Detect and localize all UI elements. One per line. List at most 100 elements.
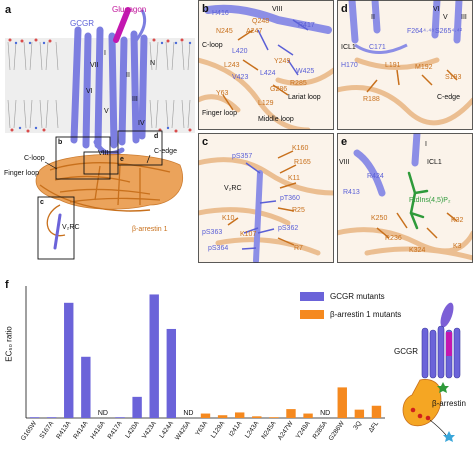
d-s193-label: S193 bbox=[445, 74, 462, 81]
nd-label-W425A: ND bbox=[183, 410, 193, 417]
b-viii-label: VIII bbox=[272, 6, 283, 13]
nd-label-H416A: ND bbox=[98, 410, 108, 417]
c-pt360-label: pT360 bbox=[280, 195, 300, 202]
schematic-gcgr-label: GCGR bbox=[394, 347, 418, 356]
helix-ii-label: II bbox=[126, 72, 130, 79]
glucagon-label: Glucagon bbox=[112, 5, 147, 14]
helix-v-label: V bbox=[104, 108, 109, 115]
panel-c-structure bbox=[198, 133, 334, 263]
b-r417-label: R417 bbox=[298, 22, 315, 29]
bar-R417A bbox=[115, 417, 125, 418]
bar-L243A bbox=[252, 416, 262, 418]
helix-i-label: I bbox=[104, 50, 106, 57]
b-n245-label: N245 bbox=[216, 28, 233, 35]
panel-b-structure bbox=[198, 0, 334, 130]
e-viii-label: VIII bbox=[339, 159, 350, 166]
c-k11-label: K11 bbox=[288, 175, 300, 182]
box-c-label: c bbox=[40, 199, 44, 206]
c-ps363-label: pS363 bbox=[202, 229, 223, 236]
bar-Y249A bbox=[303, 413, 313, 418]
b-middle-loop-label: Middle loop bbox=[258, 116, 294, 123]
panel-d-label: d bbox=[341, 3, 348, 15]
b-y63-label: Y63 bbox=[216, 90, 229, 97]
bar-L420A bbox=[132, 396, 142, 418]
bar-N245A bbox=[269, 417, 279, 418]
legend-arrestin-label: β-arrestin 1 mutants bbox=[330, 310, 402, 319]
d-icl1-label: ICL1 bbox=[341, 44, 356, 51]
x-tick-label-3Q: 3Q bbox=[352, 420, 363, 431]
e-k250-label: K250 bbox=[371, 215, 388, 222]
panel-d-structure bbox=[337, 0, 473, 130]
b-l243-label: L243 bbox=[224, 62, 240, 69]
e-k324-label: K324 bbox=[409, 247, 426, 254]
b-r285-label: R285 bbox=[290, 80, 307, 87]
finger-loop-label: Finger loop bbox=[4, 170, 40, 177]
b-l420-label: L420 bbox=[232, 48, 248, 55]
legend-arrestin-swatch bbox=[300, 310, 324, 319]
b-h416-label: H416 bbox=[212, 10, 229, 17]
panel-d: d VI II V III F264⁴·⁴⁸ S265⁴·⁴² ICL1 C17… bbox=[337, 0, 473, 130]
e-r236-label: R236 bbox=[385, 235, 402, 242]
gcgr-arrestin-schematic bbox=[402, 302, 461, 442]
e-icl1-label: ICL1 bbox=[427, 159, 442, 166]
helix-iii-label: III bbox=[132, 96, 138, 103]
d-c-edge-label: C-edge bbox=[437, 94, 460, 101]
e-r424-label: R424 bbox=[367, 173, 384, 180]
bar-R413A bbox=[64, 302, 74, 418]
vrc-label: V₂RC bbox=[62, 224, 80, 231]
n-term-label: N bbox=[150, 60, 156, 67]
e-ptdins-label: PtdIns(4,5)P₂ bbox=[409, 197, 451, 204]
b-q248-label: Q248 bbox=[252, 18, 270, 25]
helix-vi-label: VI bbox=[86, 88, 93, 95]
helix-vii-label: VII bbox=[90, 62, 99, 69]
panel-a-structure bbox=[5, 7, 195, 260]
box-e-label: e bbox=[120, 156, 124, 163]
c-ps362-label: pS362 bbox=[278, 225, 299, 232]
d-ii-label: II bbox=[371, 14, 375, 21]
panel-e: e VIII I ICL1 R424 R413 PtdIns(4,5)P₂ K2… bbox=[337, 133, 473, 263]
c-k10-label: K10 bbox=[222, 215, 235, 222]
c-ps364-label: pS364 bbox=[208, 245, 229, 252]
d-f264-label: F264⁴·⁴⁸ bbox=[407, 28, 435, 35]
b-w425-label: W425 bbox=[296, 68, 315, 75]
box-b-label: b bbox=[58, 139, 63, 146]
panel-a: a Glucagon GCGR I VII II VI III V IV N V… bbox=[0, 0, 198, 265]
legend-gcgr-swatch bbox=[300, 292, 324, 301]
bar-V423A bbox=[149, 294, 159, 418]
d-s265-label: S265⁴·⁴² bbox=[435, 28, 463, 35]
bar-Y63A bbox=[200, 413, 211, 418]
bar-L129A bbox=[217, 415, 228, 418]
nd-label-R285A: ND bbox=[320, 410, 330, 417]
c-k160-label: K160 bbox=[292, 145, 309, 152]
panel-f-label: f bbox=[5, 279, 9, 291]
bar-G165W bbox=[29, 417, 40, 418]
bar-S167A bbox=[46, 417, 57, 418]
d-v-label: V bbox=[443, 14, 448, 21]
c-edge-label: C-edge bbox=[154, 148, 177, 155]
d-vi-label: VI bbox=[433, 6, 440, 13]
panel-e-label: e bbox=[341, 136, 348, 148]
d-m192-label: M192 bbox=[415, 64, 433, 71]
c-vrc-label: V₂RC bbox=[224, 185, 242, 192]
d-r188-label: R188 bbox=[363, 96, 380, 103]
bar-ΔFL bbox=[371, 405, 382, 418]
gcgr-label: GCGR bbox=[70, 19, 94, 28]
b-l424-label: L424 bbox=[260, 70, 276, 77]
b-c-loop-label: C-loop bbox=[202, 42, 223, 49]
d-c171-label: C171 bbox=[369, 44, 386, 51]
bar-L424A bbox=[166, 328, 177, 418]
d-l191-label: L191 bbox=[385, 62, 401, 69]
b-a247-label: A247 bbox=[246, 28, 263, 35]
panel-b: b VIII H416 Q248 R417 N245 A247 C-loop L… bbox=[198, 0, 334, 130]
c-r7-label: R7 bbox=[294, 245, 303, 252]
b-g286-label: G286 bbox=[270, 86, 288, 93]
bar-I241A bbox=[234, 412, 245, 418]
d-h170-label: H170 bbox=[341, 62, 358, 69]
c-r25-label: R25 bbox=[292, 207, 305, 214]
panel-b-label: b bbox=[202, 3, 209, 15]
c-ps357-label: pS357 bbox=[232, 153, 253, 160]
c-r165-label: R165 bbox=[294, 159, 311, 166]
panel-e-structure bbox=[337, 133, 473, 263]
b-l129-label: L129 bbox=[258, 100, 274, 107]
panel-c-label: c bbox=[202, 136, 209, 148]
